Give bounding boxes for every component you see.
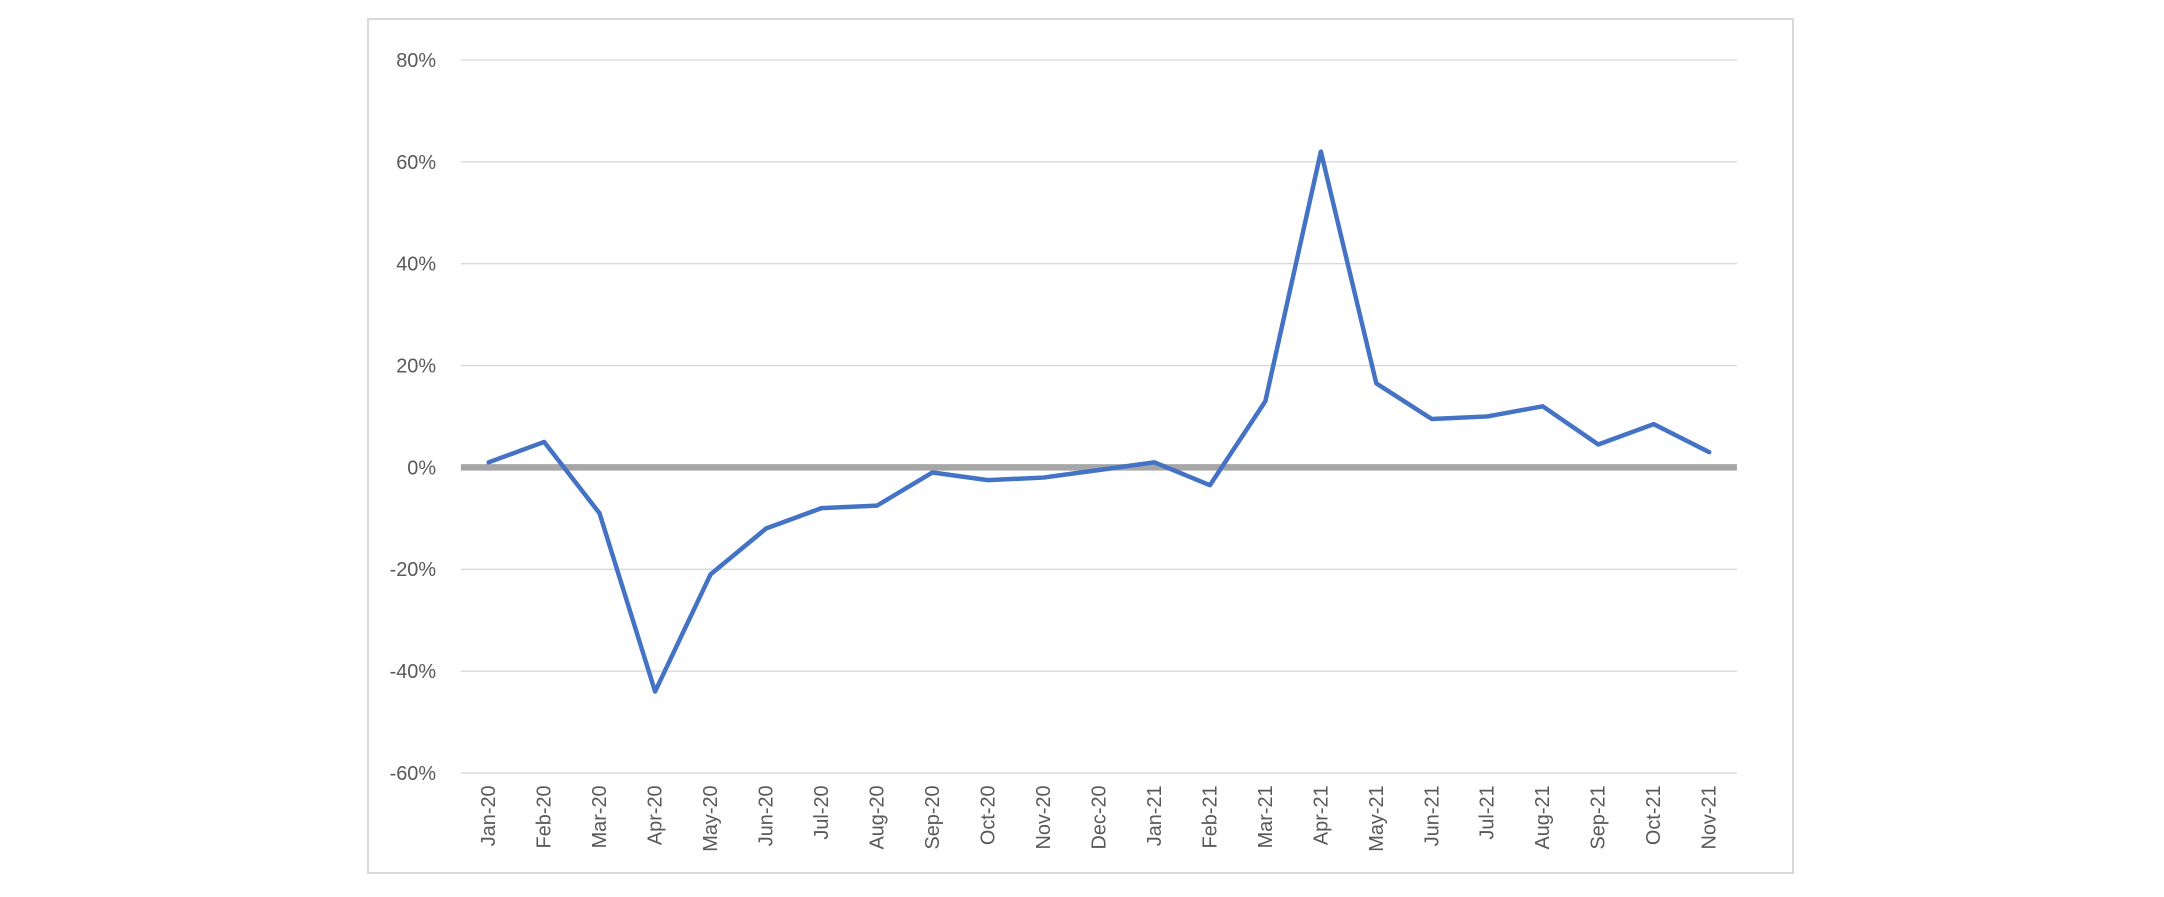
x-axis-tick-label: Jan-20 <box>478 785 500 846</box>
x-axis-tick-label: Oct-21 <box>1643 785 1665 845</box>
x-axis-tick-label: Nov-21 <box>1699 785 1721 849</box>
x-axis-tick-label: Feb-21 <box>1199 785 1221 848</box>
y-axis-tick-label: 60% <box>396 152 436 174</box>
chart-plot-area: 80% 60% 40% 20% 0% -20% -40% -60% Jan-20 Feb-20 Ma… <box>390 50 1737 852</box>
x-axis-tick-label: May-21 <box>1366 785 1388 851</box>
x-axis-tick-label: Mar-20 <box>589 785 611 848</box>
x-axis-tick-label: Jul-20 <box>811 785 833 839</box>
x-axis-tick-label: Aug-20 <box>866 785 888 849</box>
x-axis-tick-label: Jan-21 <box>1144 785 1166 846</box>
data-series-line <box>486 149 1712 694</box>
y-axis-tick-label: 80% <box>396 50 436 72</box>
x-axis-tick-label: Oct-20 <box>977 785 999 845</box>
x-axis-tick-label: Jun-20 <box>756 785 778 846</box>
y-axis-tick-label: 40% <box>396 254 436 276</box>
x-axis-tick-label: Sep-21 <box>1588 785 1610 849</box>
y-axis-tick-label: -60% <box>390 763 436 785</box>
x-axis-tick-label: Sep-20 <box>922 785 944 849</box>
y-axis-tick-label: 20% <box>396 355 436 377</box>
x-axis-tick-label: Jun-21 <box>1421 785 1443 846</box>
y-axis-tick-label: -40% <box>390 661 436 683</box>
x-axis-tick-label: Nov-20 <box>1033 785 1055 849</box>
x-axis-tick-label: Apr-21 <box>1310 785 1332 845</box>
y-axis-tick-label: -20% <box>390 559 436 581</box>
x-axis-tick-label: Aug-21 <box>1532 785 1554 849</box>
x-axis-tick-label: Mar-21 <box>1255 785 1277 848</box>
x-axis-tick-label: Dec-20 <box>1088 785 1110 849</box>
line-chart: 80% 60% 40% 20% 0% -20% -40% -60% Jan-20 Feb-20 Ma… <box>367 18 1794 874</box>
x-axis-tick-label: May-20 <box>700 785 722 851</box>
x-axis-tick-label: Apr-20 <box>645 785 667 845</box>
y-axis-tick-label: 0% <box>407 457 436 479</box>
x-axis-tick-label: Jul-21 <box>1477 785 1499 839</box>
x-axis-tick-label: Feb-20 <box>534 785 556 848</box>
